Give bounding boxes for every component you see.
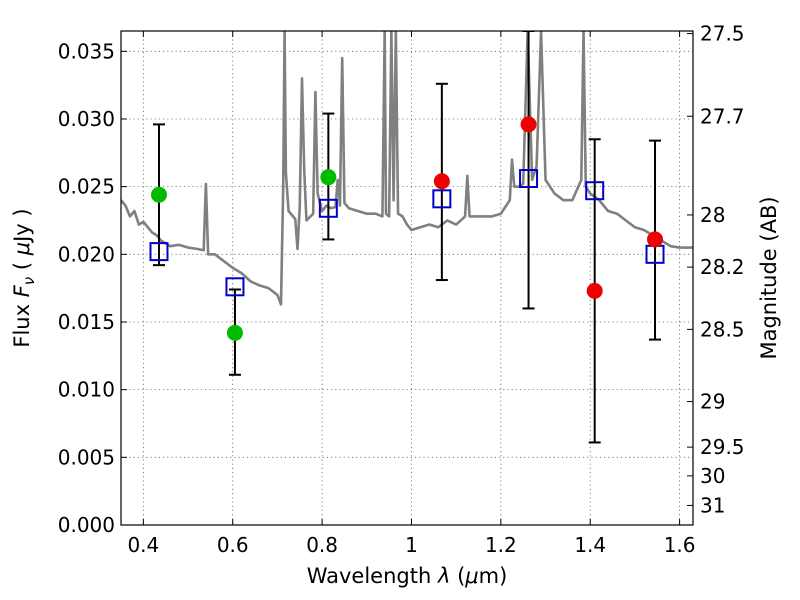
plot-frame [120,30,694,526]
model-flux-square [149,242,169,262]
x-axis-label: Wavelength λ (μm) [307,564,508,588]
mag-tick-label: 30 [700,464,725,488]
y2-axis-label: Magnitude (AB) [757,196,781,359]
x-tick-label: 1.6 [664,533,696,557]
mag-tick-label: 29 [700,390,725,414]
mag-tick-label: 27.7 [700,104,745,128]
plot-area [121,31,693,444]
x-tick-label: 0.8 [306,533,338,557]
observed-flux-point [150,186,167,203]
mag-tick-label: 28.5 [700,317,745,341]
x-tick-label: 1 [405,533,418,557]
mag-tick-label: 28 [700,203,725,227]
data-layer [121,31,693,444]
model-flux-square [585,181,605,201]
sed-model-line [121,31,693,306]
y-tick-label: 0.025 [58,175,115,199]
observed-flux-point [586,282,603,299]
observed-flux-point [647,231,664,248]
mag-tick-label: 27.5 [700,22,745,46]
y-tick-label: 0.035 [58,39,115,63]
y-tick-label: 0.015 [58,310,115,334]
y-tick-label: 0.005 [58,445,115,469]
x-tick-label: 0.4 [127,533,159,557]
x-tick-label: 1.4 [574,533,606,557]
mag-tick-label: 28.2 [700,255,745,279]
x-tick-label: 0.6 [217,533,249,557]
grid-lines [121,31,693,526]
observed-flux-point [433,173,450,190]
model-flux-square [519,169,539,189]
x-tick-label: 1.2 [485,533,517,557]
model-flux-square [225,277,245,297]
mag-tick-label: 29.5 [700,435,745,459]
y-axis-label: Flux Fν ( μJy ) [10,208,38,347]
observed-flux-point [520,116,537,133]
y-tick-label: 0.000 [58,513,115,537]
axis-ticks: 0.4 0.6 0.8 1 1.2 1.4 1.6 0.000 0.005 0.010 0.015 0… [58,22,745,557]
model-flux-square [318,198,338,218]
y-tick-label: 0.020 [58,242,115,266]
observed-flux-point [226,324,243,341]
y-tick-label: 0.010 [58,378,115,402]
observed-flux-point [320,169,337,186]
y-tick-label: 0.030 [58,107,115,131]
model-flux-square [432,189,452,209]
mag-tick-label: 31 [700,493,725,517]
